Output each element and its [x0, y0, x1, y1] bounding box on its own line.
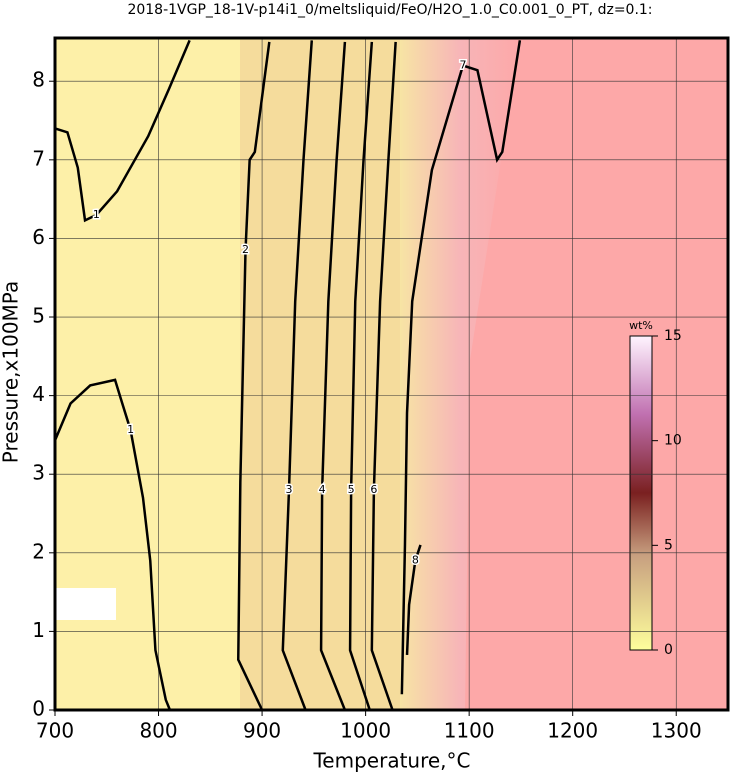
plot-background — [55, 38, 728, 710]
contour-line — [319, 41, 347, 711]
contour-line — [400, 40, 522, 695]
contour-line — [348, 41, 374, 711]
colorbar-tick-label: 15 — [664, 328, 682, 344]
y-tick-label: 7 — [32, 146, 45, 170]
contour-line — [54, 39, 191, 223]
contour-line — [281, 40, 314, 711]
contour-label: 1 — [127, 423, 134, 436]
colorbar-tick-label: 0 — [664, 642, 673, 658]
contour-label: 1 — [93, 208, 100, 221]
plot-frame — [53, 36, 730, 712]
y-tick-label: 6 — [32, 225, 45, 249]
chart-title: 2018-1VGP_18-1V-p14i1_0/meltsliquid/FeO/… — [127, 2, 652, 18]
colorbar-tick-label: 10 — [664, 433, 682, 449]
y-tick-label: 2 — [32, 539, 45, 563]
colorbar — [629, 335, 653, 651]
contour-label: 6 — [370, 483, 377, 496]
y-tick-label: 0 — [32, 697, 45, 721]
high-region — [465, 38, 728, 710]
x-tick-label: 1100 — [444, 719, 495, 743]
mid-region — [240, 38, 420, 710]
contour-label: 8 — [412, 554, 419, 567]
contour-label: 7 — [459, 59, 466, 72]
contour-label: 4 — [319, 483, 326, 496]
x-tick-label: 1200 — [547, 719, 598, 743]
colorbar-label: wt% — [629, 319, 653, 332]
contour-line — [53, 378, 172, 711]
x-axis-label: Temperature,°C — [312, 749, 470, 773]
x-tick-label: 1300 — [651, 719, 702, 743]
x-tick-label: 1000 — [340, 719, 391, 743]
y-tick-label: 8 — [32, 68, 45, 92]
x-tick-label: 700 — [36, 719, 74, 743]
y-tick-label: 1 — [32, 618, 45, 642]
x-tick-label: 800 — [139, 719, 177, 743]
colorbar-tick-label: 5 — [664, 537, 673, 553]
y-tick-label: 3 — [32, 461, 45, 485]
y-axis-label: Pressure,x100MPa — [0, 281, 23, 463]
contour-label: 3 — [285, 483, 292, 496]
blank-box — [56, 588, 116, 620]
contour-line — [405, 544, 422, 656]
contour-label: 5 — [348, 483, 355, 496]
transition-region — [400, 38, 520, 710]
contour-line — [370, 41, 397, 711]
x-tick-label: 900 — [243, 719, 281, 743]
y-tick-label: 5 — [32, 304, 45, 328]
contour-label: 2 — [242, 243, 249, 256]
y-tick-label: 4 — [32, 382, 45, 406]
contour-line — [237, 41, 271, 711]
